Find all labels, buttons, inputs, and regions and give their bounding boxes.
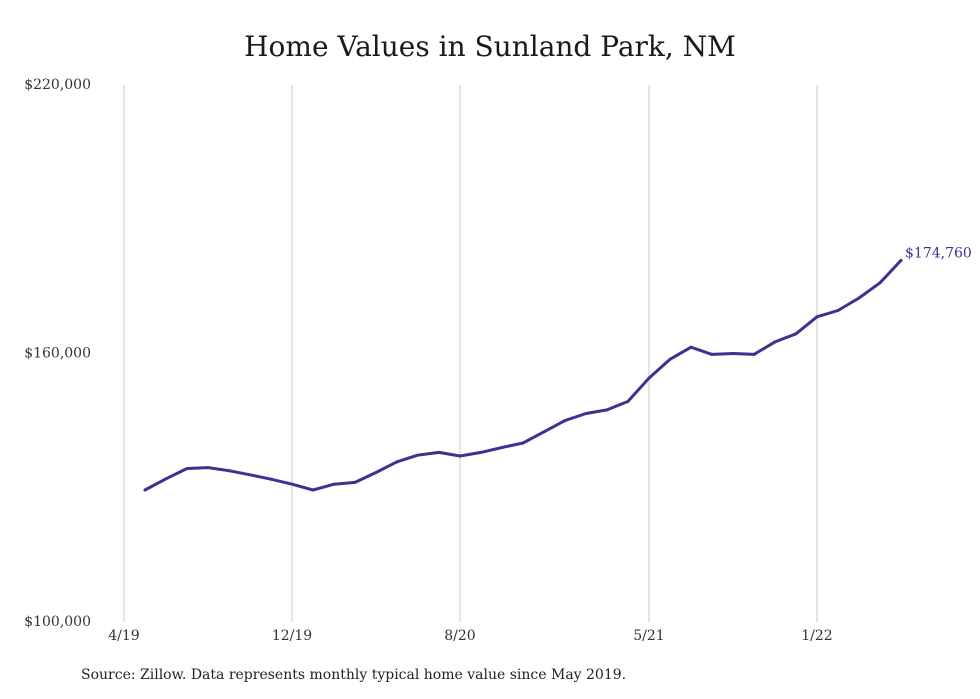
data-point — [479, 450, 483, 454]
data-point — [563, 419, 567, 423]
x-tick-label: 12/19 — [272, 628, 312, 644]
data-point — [332, 482, 336, 486]
data-point — [794, 332, 798, 336]
data-point — [395, 460, 399, 464]
data-point — [311, 488, 315, 492]
x-tick-label: 1/22 — [801, 628, 832, 644]
source-note: Source: Zillow. Data represents monthly … — [81, 667, 627, 683]
data-point — [878, 281, 882, 285]
x-axis: 4/19 12/19 8/20 5/21 1/22 — [108, 628, 832, 644]
y-tick-label: $220,000 — [24, 77, 91, 93]
y-tick-label: $160,000 — [24, 346, 91, 362]
data-point — [164, 477, 168, 481]
data-point — [731, 352, 735, 355]
data-point — [500, 445, 504, 449]
end-value-label: $174,760 — [905, 245, 972, 261]
data-point — [899, 258, 903, 262]
data-point — [773, 340, 777, 344]
data-point — [290, 482, 294, 486]
data-point — [458, 454, 462, 458]
x-tick-label: 8/20 — [444, 628, 475, 644]
chart-title: Home Values in Sunland Park, NM — [244, 30, 736, 63]
x-tick-label: 4/19 — [108, 628, 139, 644]
data-point — [248, 473, 252, 477]
data-point — [416, 453, 420, 457]
data-point — [542, 430, 546, 434]
data-point — [353, 480, 357, 484]
data-point — [752, 352, 756, 356]
data-point — [521, 441, 525, 445]
data-point — [269, 477, 273, 481]
data-point — [185, 467, 189, 471]
y-tick-label: $100,000 — [24, 614, 91, 630]
y-axis: $220,000 $160,000 $100,000 — [24, 77, 91, 630]
data-point — [374, 471, 378, 475]
data-point — [227, 469, 231, 473]
data-point — [206, 466, 210, 470]
line-chart: $220,000 $160,000 $100,000 4/19 12/19 8/20 5/… — [24, 77, 972, 644]
series-line-0 — [143, 258, 903, 492]
data-point — [668, 357, 672, 361]
x-tick-label: 5/21 — [633, 628, 664, 644]
data-point — [647, 376, 651, 380]
data-point — [710, 352, 714, 356]
data-point — [437, 450, 441, 454]
data-point — [857, 296, 861, 300]
data-point — [584, 411, 588, 415]
data-point — [605, 408, 609, 412]
grid-lines — [123, 85, 818, 622]
data-point — [689, 345, 693, 349]
data-point — [836, 309, 840, 313]
data-point — [626, 399, 630, 403]
series: $174,760 — [143, 245, 972, 492]
data-point — [815, 315, 819, 319]
data-point — [143, 488, 147, 492]
